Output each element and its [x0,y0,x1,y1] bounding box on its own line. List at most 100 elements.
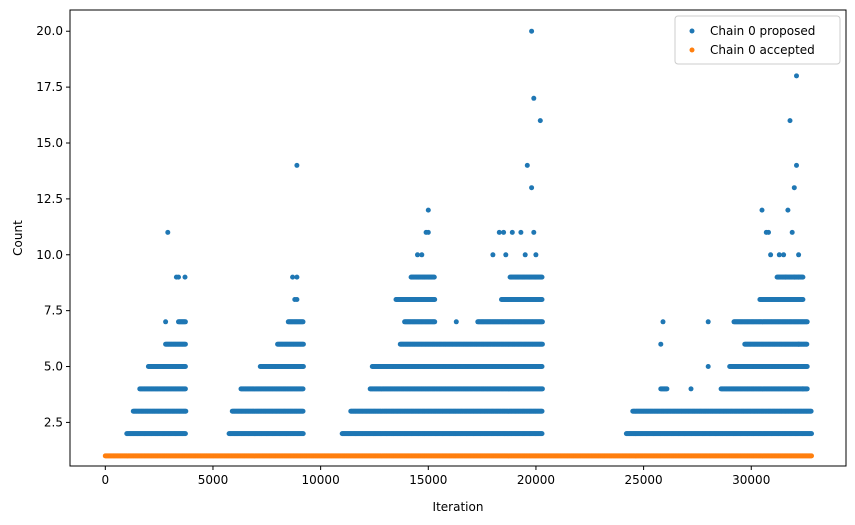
proposed-point [804,386,810,392]
x-axis-label: Iteration [433,500,484,514]
x-axis-ticks: 0 5000 10000 15000 20000 25000 30000 [101,466,770,487]
data-points [102,28,814,459]
proposed-point [776,252,782,258]
proposed-point [182,319,188,325]
proposed-point [165,229,171,235]
proposed-point [182,341,188,347]
proposed-point [804,319,810,325]
proposed-point [705,319,711,325]
y-tick-label: 12.5 [36,192,63,206]
proposed-point [785,207,791,213]
proposed-point [539,431,545,437]
x-tick-label: 10000 [302,473,340,487]
proposed-point [182,274,188,280]
proposed-point [176,274,181,280]
proposed-point [658,341,664,347]
proposed-point [539,386,545,392]
proposed-point [768,252,774,258]
proposed-point [537,118,543,124]
proposed-point [533,252,539,258]
proposed-point [781,252,787,258]
legend-marker-accepted [689,47,695,53]
proposed-point [531,95,537,101]
proposed-point [300,319,306,325]
proposed-point [290,274,296,280]
y-axis-ticks: 2.5 5.0 7.5 10.0 12.5 15.0 17.5 20.0 [36,24,70,429]
proposed-point [300,431,306,437]
proposed-point [182,431,188,437]
proposed-point [529,185,535,191]
y-tick-label: 7.5 [44,304,63,318]
proposed-point [539,297,545,302]
proposed-point [800,386,806,392]
y-tick-label: 10.0 [36,248,63,262]
proposed-point [182,386,188,392]
proposed-point [503,252,509,258]
proposed-point [524,162,530,168]
proposed-point [415,252,420,258]
proposed-point [783,274,789,280]
proposed-point [794,162,799,168]
x-tick-label: 30000 [732,473,770,487]
proposed-point [808,408,814,414]
x-tick-label: 15000 [409,473,447,487]
x-tick-label: 5000 [198,473,229,487]
x-tick-label: 0 [101,473,109,487]
x-tick-label: 25000 [625,473,663,487]
proposed-point [688,386,694,392]
proposed-point [294,274,300,280]
proposed-point [300,364,306,369]
plot-frame [69,9,847,467]
y-tick-label: 17.5 [36,80,63,94]
proposed-point [425,229,431,235]
proposed-point [539,274,545,280]
proposed-point [705,364,711,369]
proposed-point [798,364,804,369]
proposed-point [509,229,515,235]
proposed-point [759,207,765,213]
proposed-point [518,229,524,235]
proposed-point [800,274,806,280]
proposed-point [796,274,802,280]
y-tick-label: 5.0 [44,360,63,374]
proposed-point [794,73,799,79]
proposed-point [787,118,793,124]
legend-label-accepted: Chain 0 accepted [710,43,815,57]
proposed-point [664,386,670,392]
proposed-point [660,319,666,325]
y-tick-label: 2.5 [44,415,63,429]
proposed-point [432,319,438,325]
proposed-point [300,408,306,414]
proposed-point [294,162,300,168]
legend-marker-proposed [689,28,695,34]
y-axis-label: Count [11,220,25,256]
proposed-point [539,408,545,414]
proposed-point [529,28,535,34]
proposed-point [539,364,545,369]
legend: Chain 0 proposed Chain 0 accepted [674,15,841,65]
proposed-point [163,319,169,325]
proposed-point [432,297,438,302]
proposed-point [766,229,771,235]
proposed-point [522,252,528,258]
proposed-point [539,341,545,347]
proposed-point [419,252,425,258]
proposed-point [496,229,502,235]
proposed-point [300,341,306,347]
y-tick-label: 20.0 [36,24,63,38]
proposed-point [796,252,802,258]
proposed-point [804,364,810,369]
proposed-point [300,386,306,392]
proposed-point [460,364,466,369]
proposed-point [183,408,189,414]
proposed-point [294,297,300,302]
proposed-point [453,319,459,325]
accepted-point [809,453,814,459]
proposed-point [182,364,188,369]
proposed-point [800,297,806,302]
legend-box [674,15,841,65]
proposed-point [791,274,797,280]
proposed-point [531,229,537,235]
proposed-point [789,229,795,235]
